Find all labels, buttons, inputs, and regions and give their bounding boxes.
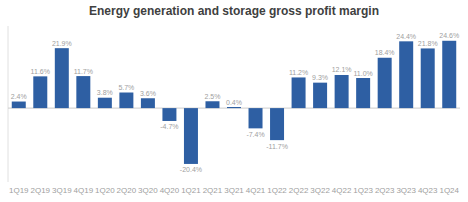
data-label: 5.7%: [118, 84, 134, 91]
x-tick-label: 2Q19: [30, 186, 50, 195]
data-label: 3.6%: [140, 90, 156, 97]
zero-line: [8, 108, 460, 109]
data-label: 18.4%: [375, 49, 395, 56]
x-tick-label: 2Q21: [203, 186, 223, 195]
x-tick-label: 4Q19: [74, 186, 94, 195]
bar: [270, 108, 284, 140]
x-tick-label: 2Q20: [117, 186, 137, 195]
bar: [162, 108, 176, 121]
x-tick-label: 1Q21: [181, 186, 201, 195]
chart: Energy generation and storage gross prof…: [0, 0, 468, 202]
bar: [184, 108, 198, 164]
data-label: -20.4%: [180, 166, 202, 173]
x-tick-label: 4Q20: [160, 186, 180, 195]
data-label: -11.7%: [266, 143, 288, 150]
x-tick-label: 1Q19: [9, 186, 29, 195]
x-tick-label: 1Q24: [439, 186, 459, 195]
bar: [76, 76, 90, 108]
bar: [249, 108, 263, 128]
x-tick-label: 3Q23: [396, 186, 416, 195]
data-label: 24.6%: [439, 32, 459, 39]
data-label: 3.8%: [97, 89, 113, 96]
x-tick-label: 1Q23: [353, 186, 373, 195]
bar: [12, 102, 26, 109]
bar: [205, 101, 219, 108]
bar: [292, 77, 306, 108]
x-tick-label: 4Q21: [246, 186, 266, 195]
x-tick-label: 2Q23: [375, 186, 395, 195]
bar: [119, 93, 133, 109]
bar: [442, 41, 456, 108]
x-tick-label: 3Q20: [138, 186, 158, 195]
x-tick-label: 1Q20: [95, 186, 115, 195]
title: Energy generation and storage gross prof…: [89, 4, 379, 18]
data-label: 0.4%: [226, 99, 242, 106]
bar: [55, 48, 69, 108]
x-tick-label: 4Q22: [332, 186, 352, 195]
y-axis-line: [8, 26, 9, 182]
data-label: 11.6%: [31, 68, 50, 75]
x-tick-label: 1Q22: [267, 186, 287, 195]
data-label: 11.7%: [74, 68, 93, 75]
x-tick-label: 3Q21: [224, 186, 244, 195]
bar: [335, 75, 349, 108]
data-label: 11.0%: [353, 70, 372, 77]
x-tick-label: 4Q23: [418, 186, 438, 195]
data-label: 21.9%: [52, 40, 72, 47]
bar: [141, 98, 155, 108]
bar: [98, 98, 112, 108]
x-tick-label: 3Q22: [310, 186, 330, 195]
data-label: 11.2%: [289, 69, 308, 76]
bar: [227, 107, 241, 108]
x-tick-label: 3Q19: [52, 186, 72, 195]
data-label: 2.4%: [11, 93, 27, 100]
bar: [399, 41, 413, 108]
data-label: -4.7%: [160, 123, 178, 130]
data-label: 21.8%: [418, 40, 438, 47]
bars: [12, 41, 456, 164]
bar: [378, 58, 392, 108]
data-label: 24.4%: [396, 33, 416, 40]
bar: [33, 76, 47, 108]
data-label: 2.5%: [204, 93, 220, 100]
data-label: 12.1%: [332, 66, 352, 73]
bar: [356, 78, 370, 108]
bar: [421, 48, 435, 108]
bar: [313, 83, 327, 108]
data-label: 9.3%: [312, 74, 328, 81]
x-tick-label: 2Q22: [289, 186, 309, 195]
data-label: -7.4%: [246, 131, 264, 138]
